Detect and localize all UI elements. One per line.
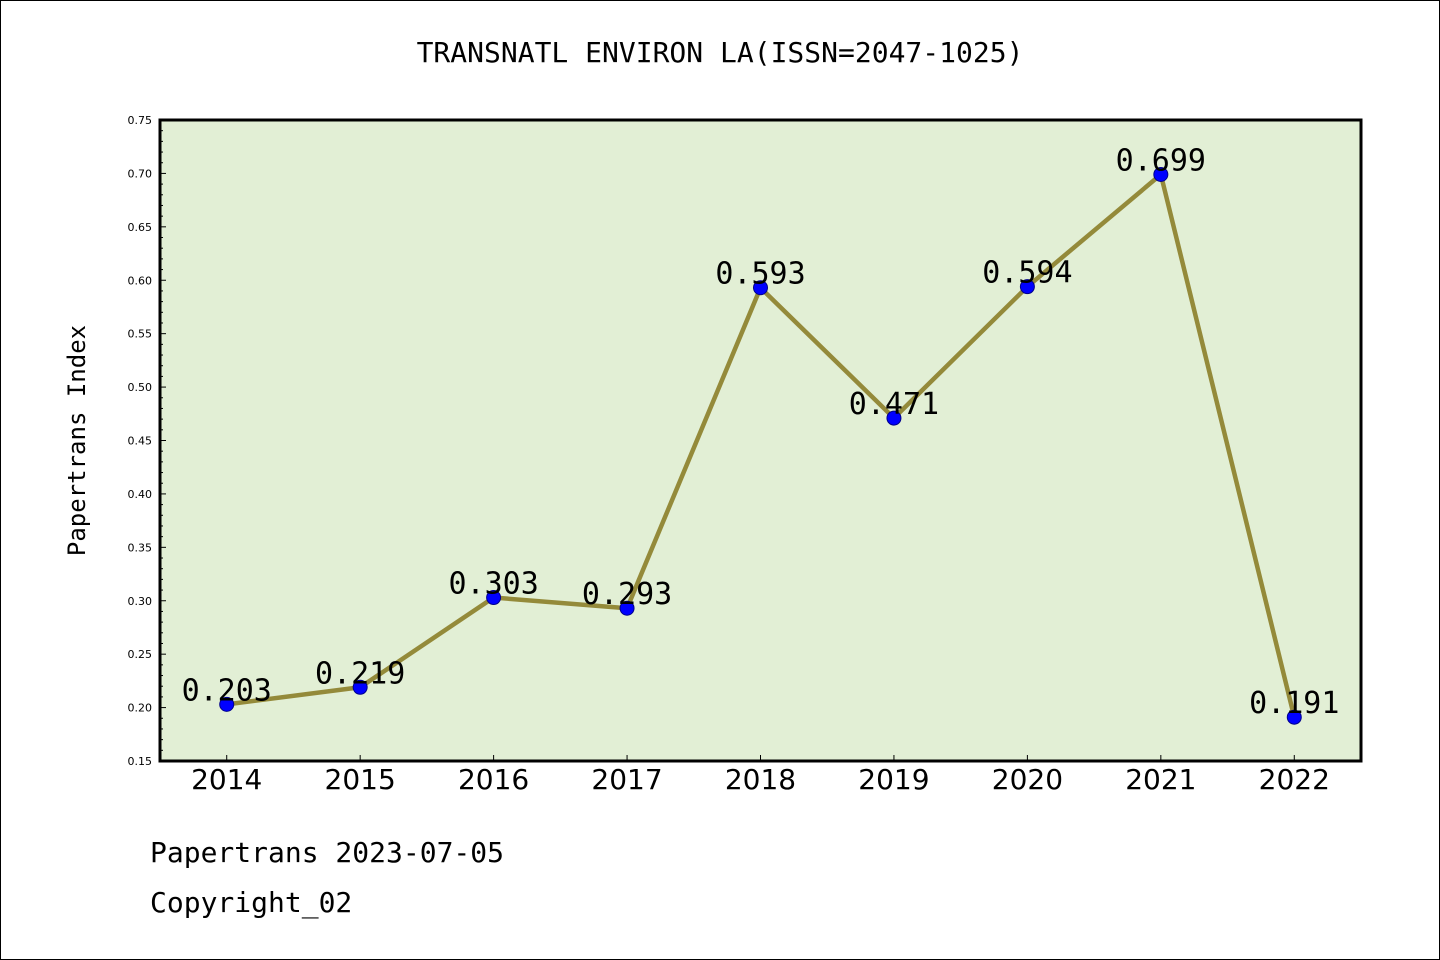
data-point-marker xyxy=(753,280,768,296)
x-tick-label: 2020 xyxy=(992,763,1063,796)
x-tick-label: 2022 xyxy=(1259,763,1330,796)
y-tick-label: 0.50 xyxy=(128,381,153,394)
data-point-marker xyxy=(219,696,235,712)
data-point-marker xyxy=(619,600,635,616)
x-tick-label: 2014 xyxy=(191,763,262,796)
data-label: 0.203 xyxy=(182,673,272,708)
y-tick-label: 0.15 xyxy=(128,755,153,768)
data-point-marker xyxy=(352,679,368,695)
data-label: 0.594 xyxy=(982,256,1072,291)
y-tick-label: 0.75 xyxy=(128,114,153,127)
data-label: 0.593 xyxy=(715,257,805,292)
data-label: 0.303 xyxy=(448,567,538,602)
y-axis: 0.15 0.20 0.25 0.30 0.35 0.40 0.45 0.50 0.55 0.60… xyxy=(128,114,166,768)
y-tick-label: 0.30 xyxy=(128,595,153,608)
plot-border xyxy=(158,118,1363,763)
x-tick-label: 2015 xyxy=(325,763,396,796)
y-tick-label: 0.35 xyxy=(128,541,153,554)
y-tick-label: 0.40 xyxy=(128,488,153,501)
x-axis: 2014 2015 2016 2017 2018 2019 2020 2021 2022 xyxy=(191,755,1330,796)
plot-area xyxy=(160,120,1361,761)
x-tick-label: 2016 xyxy=(458,763,529,796)
y-tick-label: 0.20 xyxy=(128,702,153,715)
y-tick-label: 0.70 xyxy=(128,167,153,180)
data-label: 0.471 xyxy=(849,387,939,422)
y-axis-label: Papertrans Index xyxy=(63,325,91,556)
data-label: 0.219 xyxy=(315,656,405,691)
x-tick-label: 2018 xyxy=(725,763,796,796)
y-tick-label: 0.45 xyxy=(128,435,153,448)
data-label: 0.699 xyxy=(1116,143,1206,178)
footer-date: Papertrans 2023-07-05 xyxy=(150,836,505,869)
series-layer: 0.203 0.219 0.303 0.293 0.593 0.471 0.594 0.699… xyxy=(182,143,1339,725)
x-tick-label: 2019 xyxy=(858,763,929,796)
x-tick-label: 2017 xyxy=(591,763,662,796)
chart-title: TRANSNATL ENVIRON LA(ISSN=2047-1025) xyxy=(416,36,1024,69)
data-point-marker xyxy=(1019,279,1035,295)
data-point-marker xyxy=(886,410,902,426)
data-point-marker xyxy=(1286,709,1302,725)
data-point-marker xyxy=(1153,166,1169,182)
data-point-marker xyxy=(486,590,502,606)
data-label: 0.191 xyxy=(1249,686,1339,721)
y-tick-label: 0.60 xyxy=(128,274,153,287)
x-tick-label: 2021 xyxy=(1125,763,1196,796)
footer-copyright: Copyright_02 xyxy=(150,886,353,919)
y-tick-label: 0.65 xyxy=(128,221,153,234)
y-tick-label: 0.25 xyxy=(128,648,153,661)
y-tick-label: 0.55 xyxy=(128,328,153,341)
data-label: 0.293 xyxy=(582,577,672,612)
